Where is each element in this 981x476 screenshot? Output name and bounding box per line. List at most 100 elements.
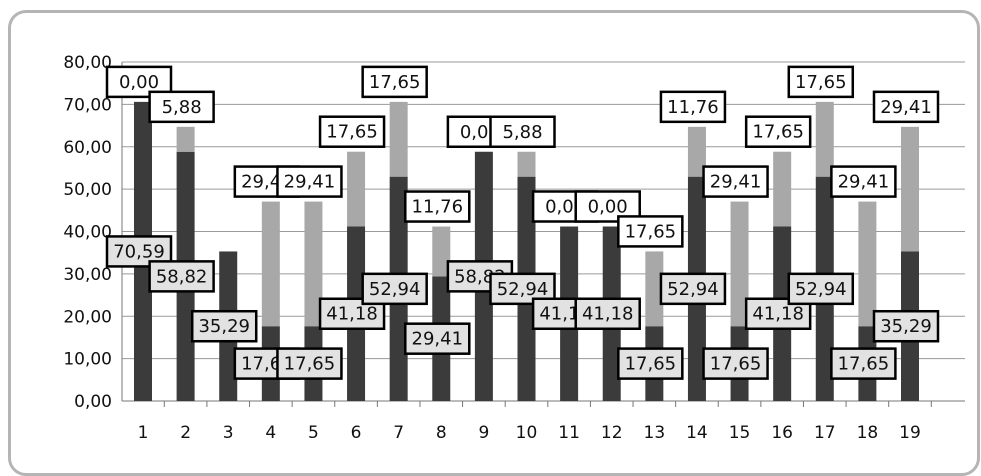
y-tick-label: 40,00 — [63, 223, 112, 243]
data-label-box — [659, 272, 727, 306]
x-tick-label: 11 — [558, 423, 580, 443]
data-label: 52,94 — [497, 279, 549, 300]
stacked-bar-chart: 0,0010,0020,0030,0040,0050,0060,0070,008… — [63, 53, 965, 443]
data-label: 0,00 — [588, 196, 628, 217]
data-label-box — [404, 322, 471, 355]
data-label: 29,41 — [710, 172, 762, 193]
x-tick-label: 2 — [180, 423, 191, 443]
y-tick-label: 80,00 — [63, 53, 112, 73]
data-label-box — [744, 115, 812, 148]
data-label-box — [148, 260, 215, 293]
x-tick-label: 10 — [516, 423, 538, 443]
data-label: 5,88 — [162, 97, 202, 118]
data-label: 17,65 — [795, 72, 847, 93]
x-tick-label: 5 — [308, 423, 319, 443]
data-label: 35,29 — [880, 316, 932, 337]
data-label: 52,94 — [667, 279, 719, 300]
data-label: 52,94 — [795, 279, 847, 300]
data-label: 17,65 — [369, 72, 421, 93]
bar-light-segment — [261, 201, 280, 327]
x-tick-label: 8 — [436, 423, 447, 443]
y-tick-label: 30,00 — [63, 265, 112, 285]
y-tick-label: 0,00 — [74, 392, 112, 412]
data-label-box — [276, 165, 343, 198]
y-tick-label: 70,00 — [63, 95, 112, 115]
data-label: 0,00 — [119, 72, 159, 93]
y-tick-label: 10,00 — [63, 350, 112, 370]
data-label: 29,41 — [838, 172, 890, 193]
data-label: 17,65 — [752, 122, 804, 143]
bar-light-segment — [432, 226, 451, 277]
x-tick-label: 9 — [478, 423, 489, 443]
bar-light-segment — [901, 126, 919, 252]
data-label-box — [617, 347, 684, 380]
x-tick-label: 15 — [729, 423, 751, 443]
data-label: 5,88 — [502, 122, 542, 143]
x-tick-label: 3 — [223, 423, 234, 443]
data-label-box — [318, 115, 386, 148]
data-label-box — [361, 65, 428, 99]
x-tick-label: 13 — [644, 423, 666, 443]
data-label: 17,65 — [625, 221, 677, 242]
data-label-box — [872, 309, 940, 343]
data-label: 70,59 — [113, 241, 165, 262]
data-label-box — [617, 215, 684, 248]
data-label: 17,65 — [625, 354, 677, 375]
data-label-box — [702, 347, 769, 380]
x-tick-label: 12 — [601, 423, 623, 443]
data-label: 29,41 — [880, 97, 932, 118]
y-tick-label: 50,00 — [63, 180, 112, 200]
x-tick-label: 1 — [138, 423, 149, 443]
data-label: 11,76 — [667, 97, 719, 118]
y-tick-label: 20,00 — [63, 307, 112, 327]
data-label-box — [489, 115, 556, 149]
data-label: 17,65 — [326, 122, 378, 143]
data-label: 17,65 — [284, 354, 336, 375]
data-label: 41,18 — [752, 304, 804, 325]
data-label-box — [276, 347, 343, 380]
data-label-box — [787, 272, 855, 306]
data-label-box — [702, 165, 769, 198]
bar-light-segment — [815, 101, 834, 177]
x-tick-label: 4 — [265, 423, 276, 443]
bar-light-segment — [773, 151, 792, 227]
bar-light-segment — [730, 201, 749, 327]
data-label-box — [318, 297, 386, 330]
x-tick-label: 17 — [814, 423, 836, 443]
data-label: 52,94 — [369, 279, 421, 300]
data-label: 35,29 — [198, 316, 250, 337]
data-label: 17,65 — [710, 354, 762, 375]
x-tick-label: 16 — [771, 423, 793, 443]
bar-light-segment — [645, 251, 664, 327]
data-label: 11,76 — [412, 197, 464, 218]
data-label-box — [361, 272, 428, 306]
x-tick-label: 7 — [393, 423, 404, 443]
data-label-box — [787, 65, 855, 99]
bar-light-segment — [517, 151, 536, 177]
bar-light-segment — [858, 201, 877, 327]
bar-light-segment — [687, 126, 706, 177]
bar-light-segment — [304, 201, 323, 327]
data-label-box — [190, 309, 258, 343]
data-label-box — [659, 90, 727, 124]
x-tick-label: 14 — [686, 423, 708, 443]
data-label-box — [830, 347, 897, 380]
data-label-box — [872, 90, 940, 124]
data-label: 58,82 — [156, 266, 208, 287]
data-label: 41,18 — [326, 304, 378, 325]
data-label-box — [148, 90, 215, 124]
y-tick-label: 60,00 — [63, 138, 112, 158]
x-tick-label: 19 — [899, 423, 921, 443]
data-label: 41,18 — [582, 304, 634, 325]
data-label-box — [574, 297, 641, 330]
data-label: 29,41 — [284, 172, 336, 193]
data-label: 29,41 — [412, 329, 464, 350]
bar-light-segment — [347, 151, 366, 227]
data-label-box — [404, 190, 471, 223]
bar-light-segment — [389, 101, 408, 177]
x-tick-label: 6 — [351, 423, 362, 443]
x-tick-label: 18 — [857, 423, 879, 443]
data-label: 17,65 — [838, 354, 890, 375]
data-label-box — [830, 165, 897, 198]
bar-light-segment — [176, 126, 195, 152]
